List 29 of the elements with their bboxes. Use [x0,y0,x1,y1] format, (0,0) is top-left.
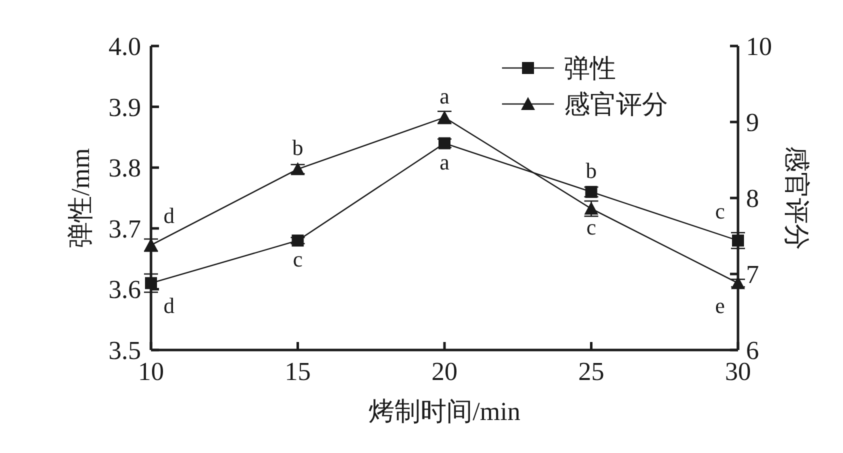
data-label: d [164,203,174,228]
x-tick-label: 20 [432,357,458,386]
y-tick-label: 3.8 [108,154,141,183]
y2-tick-label: 8 [746,184,759,213]
data-label: b [586,158,597,183]
y2-tick-label: 7 [746,260,759,289]
data-label: c [715,198,726,224]
y-axis-title: 弹性/mm [66,148,95,248]
data-label: c [292,246,303,272]
y-tick-label: 3.7 [108,214,141,244]
data-label: b [292,135,304,160]
data-label: a [440,149,450,174]
x-tick-label: 10 [138,357,164,386]
y-tick-label: 4.0 [108,32,141,61]
x-axis-title: 烤制时间/min [368,397,520,426]
data-label: c [586,214,596,240]
legend-label: 感官评分 [564,90,668,119]
y2-axis-title: 感官评分 [782,146,811,250]
y-tick-label: 3.5 [108,336,141,365]
x-tick-label: 15 [284,357,311,386]
legend-label: 弹性 [564,54,616,83]
data-label: a [440,83,450,108]
data-label: d [164,293,174,318]
y2-tick-label: 10 [746,32,772,61]
y-tick-label: 3.9 [108,92,141,122]
x-tick-label: 25 [578,357,604,386]
y-tick-label: 3.6 [108,275,141,304]
data-label: e [715,293,725,318]
y2-tick-label: 9 [746,108,759,137]
